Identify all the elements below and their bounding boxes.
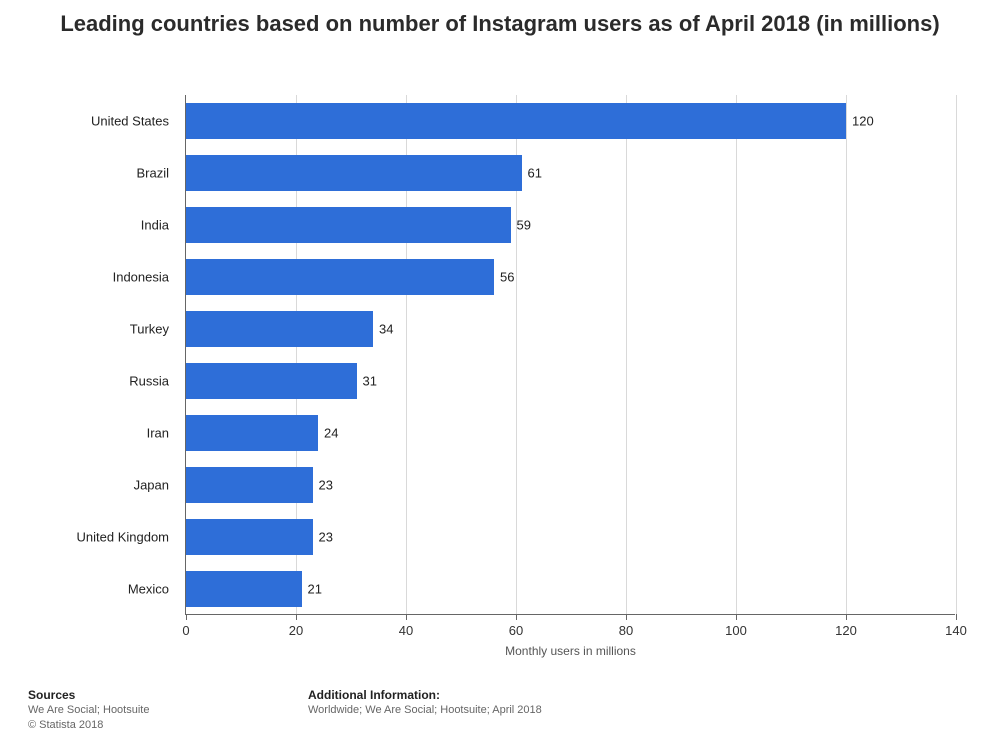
bar-value-label: 23 xyxy=(313,477,333,492)
chart-area: Monthly users in millions 02040608010012… xyxy=(55,95,975,645)
x-tick xyxy=(406,614,407,620)
x-tick-label: 140 xyxy=(945,623,967,638)
bar-row: 23 xyxy=(186,467,955,503)
bar-row: 21 xyxy=(186,571,955,607)
bar: 59 xyxy=(186,207,511,243)
chart-title: Leading countries based on number of Ins… xyxy=(0,0,1000,39)
category-label: Russia xyxy=(55,374,177,389)
x-tick-label: 60 xyxy=(509,623,523,638)
x-tick xyxy=(626,614,627,620)
chart-container: Leading countries based on number of Ins… xyxy=(0,0,1000,743)
x-tick-label: 100 xyxy=(725,623,747,638)
additional-info-heading: Additional Information: xyxy=(308,688,542,702)
category-label: Brazil xyxy=(55,166,177,181)
bar-row: 120 xyxy=(186,103,955,139)
category-label: Iran xyxy=(55,426,177,441)
x-tick-label: 0 xyxy=(182,623,189,638)
bar: 56 xyxy=(186,259,494,295)
bar: 23 xyxy=(186,467,313,503)
x-tick xyxy=(736,614,737,620)
additional-info-line: Worldwide; We Are Social; Hootsuite; Apr… xyxy=(308,703,542,718)
bar: 34 xyxy=(186,311,373,347)
bar: 61 xyxy=(186,155,522,191)
bar-row: 23 xyxy=(186,519,955,555)
x-axis-title: Monthly users in millions xyxy=(505,644,636,658)
category-label: Indonesia xyxy=(55,270,177,285)
bar-value-label: 21 xyxy=(302,581,322,596)
bar-row: 56 xyxy=(186,259,955,295)
category-label: Mexico xyxy=(55,582,177,597)
category-label: Japan xyxy=(55,478,177,493)
sources-line: We Are Social; Hootsuite xyxy=(28,703,298,718)
bar-row: 61 xyxy=(186,155,955,191)
bar-value-label: 120 xyxy=(846,113,874,128)
bar-row: 24 xyxy=(186,415,955,451)
bar-value-label: 31 xyxy=(357,373,377,388)
x-tick xyxy=(956,614,957,620)
x-tick-label: 120 xyxy=(835,623,857,638)
x-tick-label: 40 xyxy=(399,623,413,638)
bar-value-label: 34 xyxy=(373,321,393,336)
category-label: Turkey xyxy=(55,322,177,337)
sources-heading: Sources xyxy=(28,688,298,702)
bar-value-label: 61 xyxy=(522,165,542,180)
category-label: India xyxy=(55,218,177,233)
bar-value-label: 59 xyxy=(511,217,531,232)
x-tick xyxy=(186,614,187,620)
bar: 21 xyxy=(186,571,302,607)
bar-row: 31 xyxy=(186,363,955,399)
bar-value-label: 24 xyxy=(318,425,338,440)
category-label: United Kingdom xyxy=(55,530,177,545)
bar-row: 34 xyxy=(186,311,955,347)
category-label: United States xyxy=(55,114,177,129)
bar-value-label: 23 xyxy=(313,529,333,544)
bar-row: 59 xyxy=(186,207,955,243)
plot-area: Monthly users in millions 02040608010012… xyxy=(185,95,955,615)
x-tick-label: 80 xyxy=(619,623,633,638)
grid-line xyxy=(956,95,957,614)
x-tick xyxy=(296,614,297,620)
copyright-line: © Statista 2018 xyxy=(28,718,298,733)
x-tick xyxy=(846,614,847,620)
bar: 120 xyxy=(186,103,846,139)
bar: 23 xyxy=(186,519,313,555)
bar: 31 xyxy=(186,363,357,399)
x-tick-label: 20 xyxy=(289,623,303,638)
x-tick xyxy=(516,614,517,620)
bar-value-label: 56 xyxy=(494,269,514,284)
bar: 24 xyxy=(186,415,318,451)
